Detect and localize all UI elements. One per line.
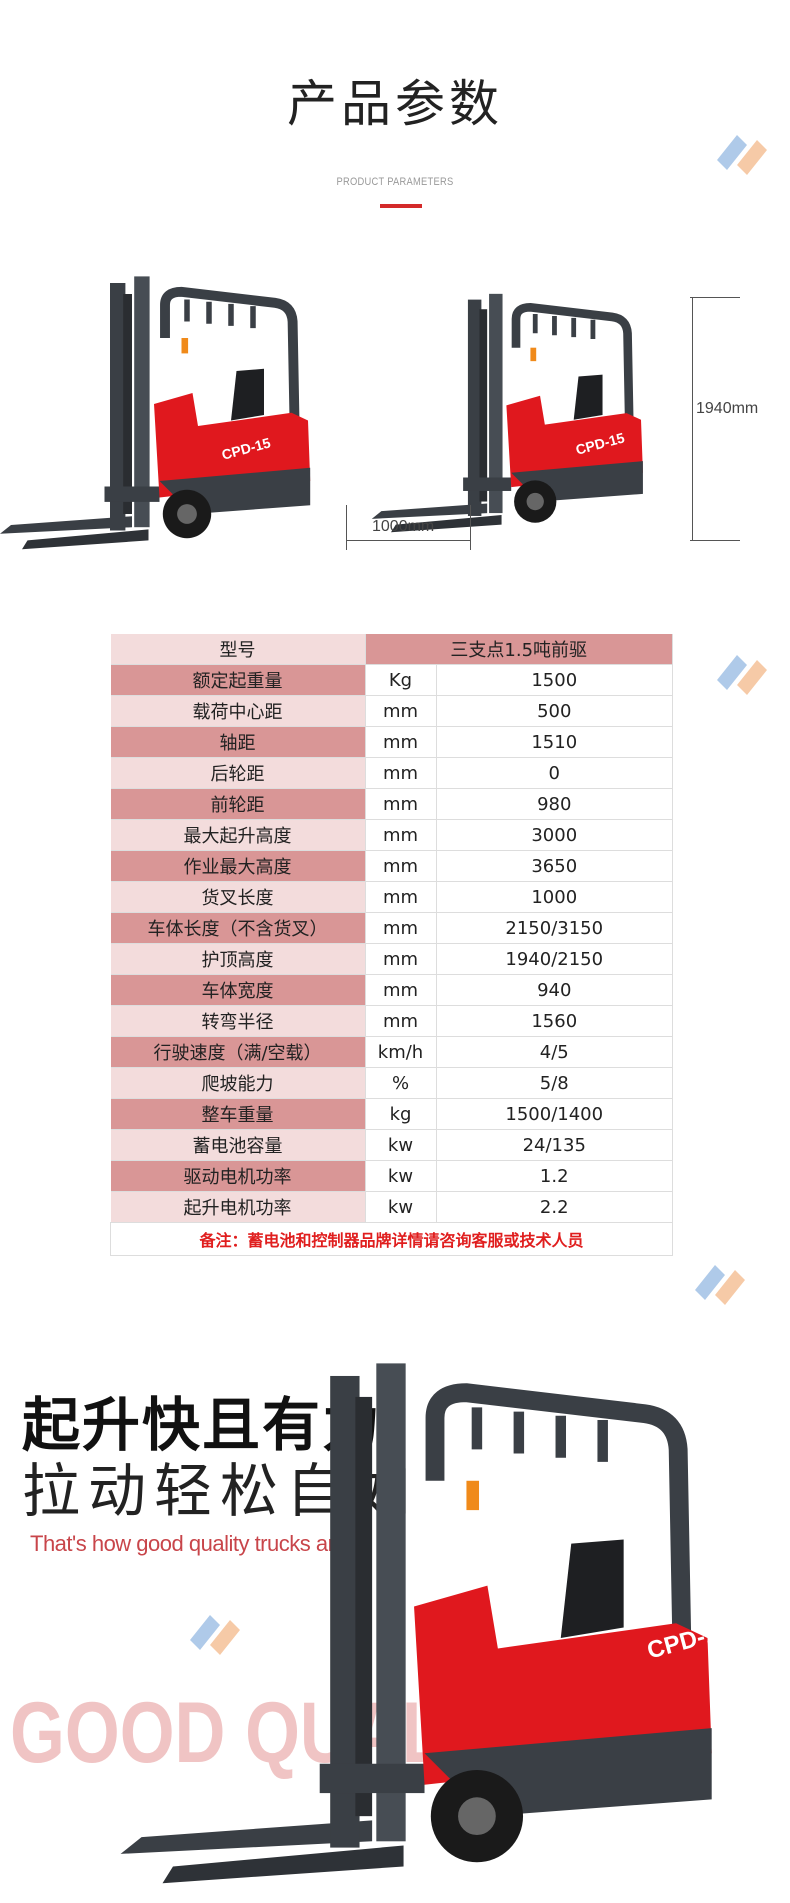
watermark-logo <box>712 640 782 704</box>
spec-label: 蓄电池容量 <box>110 1129 366 1161</box>
spec-unit: km/h <box>365 1036 437 1068</box>
spec-label: 前轮距 <box>110 788 366 820</box>
spec-unit: Kg <box>365 664 437 696</box>
table-row: 起升电机功率 kw 2.2 <box>110 1191 673 1223</box>
fork-length-dimension-line <box>346 540 471 541</box>
table-row: 载荷中心距 mm 500 <box>110 695 673 727</box>
forklift-hero-image <box>95 1355 775 1900</box>
spec-label: 车体宽度 <box>110 974 366 1006</box>
spec-value: 1510 <box>436 726 673 758</box>
height-dimension-label: 1940mm <box>696 400 759 417</box>
spec-unit: mm <box>365 757 437 789</box>
spec-table: 型号 三支点1.5吨前驱 额定起重量 Kg 1500 载荷中心距 mm 500 轴距 mm 15… <box>110 634 673 1256</box>
spec-label: 最大起升高度 <box>110 819 366 851</box>
dimension-tick-left <box>346 505 347 550</box>
table-row: 整车重量 kg 1500/1400 <box>110 1098 673 1130</box>
spec-unit: mm <box>365 819 437 851</box>
spec-value: 0 <box>436 757 673 789</box>
spec-value: 1500/1400 <box>436 1098 673 1130</box>
spec-value: 940 <box>436 974 673 1006</box>
spec-value: 2150/3150 <box>436 912 673 944</box>
spec-label: 爬坡能力 <box>110 1067 366 1099</box>
spec-value: 5/8 <box>436 1067 673 1099</box>
spec-unit: mm <box>365 881 437 913</box>
watermark-logo <box>690 1250 760 1314</box>
spec-value: 500 <box>436 695 673 727</box>
watermark-logo <box>185 1600 255 1664</box>
note-row: 备注：蓄电池和控制器品牌详情请咨询客服或技术人员 <box>110 1222 673 1256</box>
height-dimension-line <box>692 297 693 540</box>
spec-value: 4/5 <box>436 1036 673 1068</box>
spec-label: 起升电机功率 <box>110 1191 366 1223</box>
spec-label: 护顶高度 <box>110 943 366 975</box>
table-row: 驱动电机功率 kw 1.2 <box>110 1160 673 1192</box>
promo-tagline: That's how good quality trucks are. <box>30 1531 352 1556</box>
table-row: 作业最大高度 mm 3650 <box>110 850 673 882</box>
table-row: 转弯半径 mm 1560 <box>110 1005 673 1037</box>
table-row: 车体长度（不含货叉） mm 2150/3150 <box>110 912 673 944</box>
spec-unit: kg <box>365 1098 437 1130</box>
table-row: 护顶高度 mm 1940/2150 <box>110 943 673 975</box>
spec-unit: mm <box>365 974 437 1006</box>
spec-label: 驱动电机功率 <box>110 1160 366 1192</box>
dimension-tick-bottom <box>690 540 740 541</box>
spec-unit: mm <box>365 850 437 882</box>
table-row: 后轮距 mm 0 <box>110 757 673 789</box>
spec-value: 980 <box>436 788 673 820</box>
spec-value: 3650 <box>436 850 673 882</box>
spec-unit: mm <box>365 943 437 975</box>
table-row: 额定起重量 Kg 1500 <box>110 664 673 696</box>
spec-label: 货叉长度 <box>110 881 366 913</box>
dimension-tick-right <box>470 505 471 550</box>
table-row: 车体宽度 mm 940 <box>110 974 673 1006</box>
spec-value: 1.2 <box>436 1160 673 1192</box>
table-header-row: 型号 三支点1.5吨前驱 <box>110 634 673 665</box>
dimension-tick-top <box>690 297 740 298</box>
spec-value: 3000 <box>436 819 673 851</box>
spec-value: 1500 <box>436 664 673 696</box>
page-title: 产品参数 <box>287 75 503 133</box>
table-note: 备注：蓄电池和控制器品牌详情请咨询客服或技术人员 <box>110 1222 673 1256</box>
fork-length-dimension-label: 1000mm <box>372 518 435 535</box>
watermark-logo <box>712 120 782 184</box>
forklift-side-view-image <box>346 290 686 550</box>
spec-value: 1000 <box>436 881 673 913</box>
table-row: 前轮距 mm 980 <box>110 788 673 820</box>
table-row: 蓄电池容量 kw 24/135 <box>110 1129 673 1161</box>
spec-value: 2.2 <box>436 1191 673 1223</box>
spec-unit: % <box>365 1067 437 1099</box>
spec-unit: mm <box>365 726 437 758</box>
spec-label: 车体长度（不含货叉） <box>110 912 366 944</box>
page-subtitle: PRODUCT PARAMETERS <box>336 176 454 188</box>
spec-unit: kw <box>365 1160 437 1192</box>
promo-headline: 起升快且有力 <box>22 1391 383 1459</box>
spec-value: 1560 <box>436 1005 673 1037</box>
spec-label: 轴距 <box>110 726 366 758</box>
spec-label: 额定起重量 <box>110 664 366 696</box>
spec-label: 作业最大高度 <box>110 850 366 882</box>
spec-label: 整车重量 <box>110 1098 366 1130</box>
spec-unit: kw <box>365 1191 437 1223</box>
spec-unit: mm <box>365 1005 437 1037</box>
title-divider <box>380 204 422 208</box>
spec-value: 24/135 <box>436 1129 673 1161</box>
model-label: 型号 <box>110 634 366 665</box>
spec-value: 1940/2150 <box>436 943 673 975</box>
spec-label: 行驶速度（满/空载） <box>110 1036 366 1068</box>
table-row: 行驶速度（满/空载） km/h 4/5 <box>110 1036 673 1068</box>
spec-label: 转弯半径 <box>110 1005 366 1037</box>
table-row: 爬坡能力% 5/8 <box>110 1067 673 1099</box>
spec-label: 载荷中心距 <box>110 695 366 727</box>
spec-unit: mm <box>365 912 437 944</box>
spec-unit: mm <box>365 788 437 820</box>
spec-unit: mm <box>365 695 437 727</box>
table-row: 轴距 mm 1510 <box>110 726 673 758</box>
model-value: 三支点1.5吨前驱 <box>365 634 673 665</box>
spec-label: 后轮距 <box>110 757 366 789</box>
forklift-front-view-image <box>0 265 330 580</box>
table-row: 货叉长度 mm 1000 <box>110 881 673 913</box>
table-row: 最大起升高度 mm 3000 <box>110 819 673 851</box>
spec-unit: kw <box>365 1129 437 1161</box>
